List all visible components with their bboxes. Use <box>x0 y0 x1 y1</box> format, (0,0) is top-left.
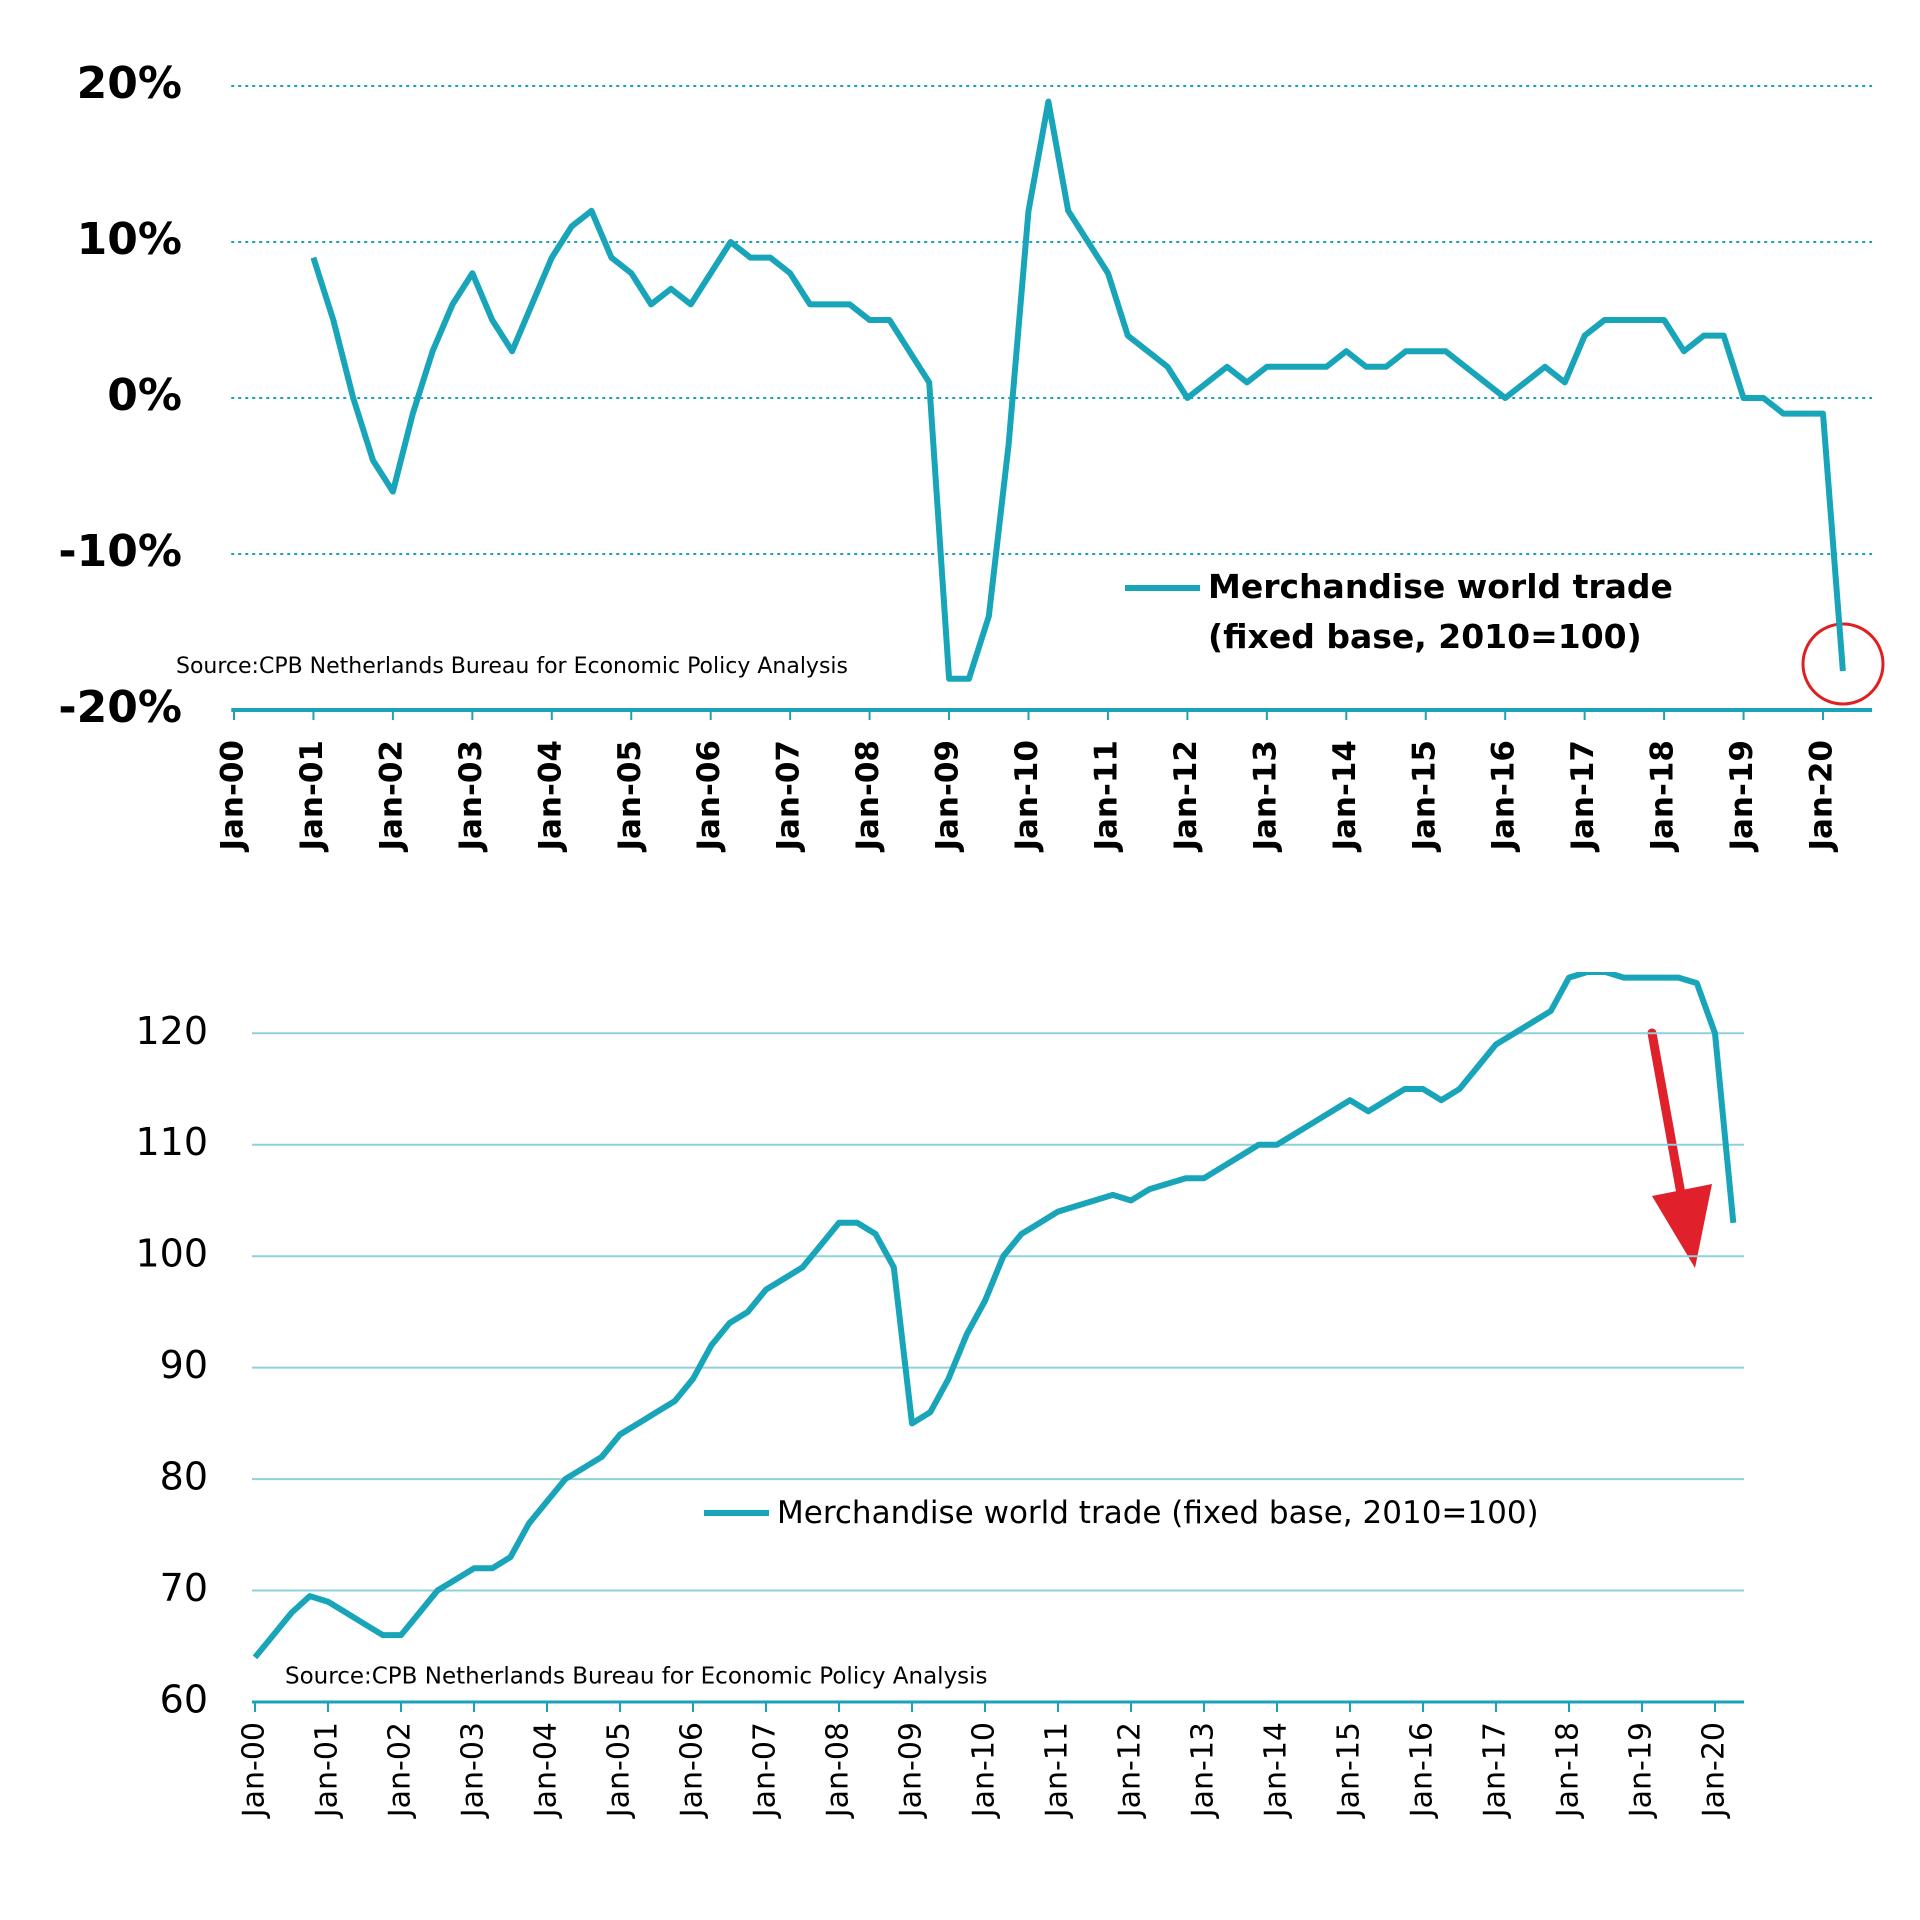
x-tick-label: Jan-08 <box>821 1722 856 1819</box>
x-tick-label: Jan-02 <box>373 740 409 853</box>
x-tick-label: Jan-12 <box>1113 1722 1148 1819</box>
legend-box: Merchandise world trade (fixed base, 201… <box>777 1495 1539 1531</box>
x-tick-label: Jan-19 <box>1624 1722 1659 1819</box>
y-tick-label: 0% <box>107 370 182 421</box>
data-line <box>310 98 1846 682</box>
y-tick-label: 110 <box>135 1120 208 1164</box>
y-tick-label: 10% <box>77 214 182 265</box>
y-tick-label: -10% <box>58 526 182 577</box>
source-note: Source:CPB Netherlands Bureau for Econom… <box>176 654 848 679</box>
x-tick-label: Jan-10 <box>1009 740 1045 853</box>
y-tick-label: -20% <box>58 682 182 733</box>
x-tick-label: Jan-00 <box>237 1722 272 1819</box>
x-tick-label: Jan-13 <box>1186 1722 1221 1819</box>
x-tick-label: Jan-02 <box>383 1722 418 1819</box>
legend-label: Merchandise world trade (fixed base, 201… <box>777 1495 1539 1531</box>
x-tick-label: Jan-20 <box>1804 740 1840 853</box>
x-tick-label: Jan-00 <box>215 740 251 853</box>
x-tick-label: Jan-20 <box>1697 1722 1732 1819</box>
y-tick-label: 70 <box>160 1566 208 1610</box>
x-tick-label: Jan-18 <box>1645 740 1681 853</box>
x-tick-label: Jan-10 <box>967 1722 1002 1819</box>
y-tick-label: 80 <box>160 1455 208 1499</box>
y-tick-label: 60 <box>160 1678 208 1722</box>
x-tick-label: Jan-07 <box>748 1722 783 1819</box>
highlight-circle <box>1801 622 1885 706</box>
x-tick-label: Jan-11 <box>1088 740 1124 853</box>
x-tick-label: Jan-09 <box>894 1722 929 1819</box>
down-arrow-head <box>1652 1184 1712 1268</box>
x-tick-label: Jan-14 <box>1259 1722 1294 1819</box>
x-tick-label: Jan-17 <box>1565 740 1601 853</box>
legend-label: Merchandise world trade (fixed base, 201… <box>1208 567 1673 656</box>
x-tick-label: Jan-01 <box>310 1722 345 1819</box>
legend-box: Merchandise world trade (fixed base, 201… <box>1208 567 1673 656</box>
down-arrow-shaft <box>1647 1028 1688 1210</box>
x-tick-label: Jan-09 <box>930 740 966 853</box>
x-tick-label: Jan-15 <box>1406 740 1442 853</box>
x-tick-label: Jan-08 <box>850 740 886 853</box>
x-tick-label: Jan-14 <box>1327 740 1363 853</box>
x-tick-label: Jan-06 <box>691 740 727 853</box>
x-tick-label: Jan-11 <box>1040 1722 1075 1819</box>
x-tick-label: Jan-05 <box>602 1722 637 1819</box>
x-tick-label: Jan-15 <box>1332 1722 1367 1819</box>
x-tick-label: Jan-16 <box>1405 1722 1440 1819</box>
x-tick-label: Jan-18 <box>1551 1722 1586 1819</box>
source-note: Source:CPB Netherlands Bureau for Econom… <box>285 1664 988 1690</box>
x-tick-label: Jan-13 <box>1247 740 1283 853</box>
x-tick-label: Jan-07 <box>771 740 807 853</box>
x-tick-label: Jan-04 <box>529 1722 564 1819</box>
x-tick-label: Jan-05 <box>612 740 648 853</box>
x-tick-label: Jan-04 <box>532 740 568 853</box>
x-tick-label: Jan-06 <box>675 1722 710 1819</box>
x-tick-label: Jan-19 <box>1724 740 1760 853</box>
y-tick-label: 100 <box>135 1232 208 1276</box>
x-tick-label: Jan-03 <box>453 740 489 853</box>
x-tick-label: Jan-01 <box>294 740 330 853</box>
y-tick-label: 120 <box>135 1009 208 1053</box>
x-tick-label: Jan-16 <box>1486 740 1522 853</box>
x-tick-label: Jan-12 <box>1168 740 1204 853</box>
y-tick-label: 20% <box>77 58 182 109</box>
data-line <box>252 972 1737 1660</box>
x-tick-label: Jan-17 <box>1478 1722 1513 1819</box>
y-tick-label: 90 <box>160 1343 208 1387</box>
x-tick-label: Jan-03 <box>456 1722 491 1819</box>
